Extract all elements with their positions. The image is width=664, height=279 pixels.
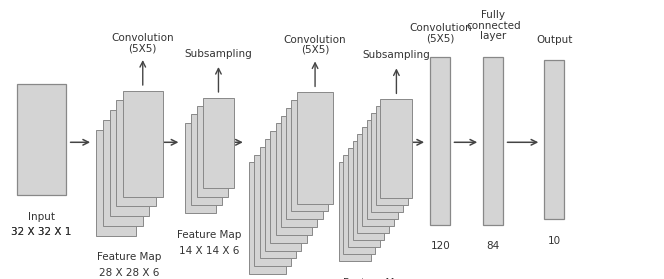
Text: 10: 10 xyxy=(548,236,561,246)
Text: Feature Map: Feature Map xyxy=(98,252,161,263)
Bar xyxy=(380,99,412,198)
Text: 28 X 28 X 6: 28 X 28 X 6 xyxy=(100,268,159,278)
Text: Subsampling: Subsampling xyxy=(185,49,252,59)
Text: Feature Map: Feature Map xyxy=(177,230,242,240)
Text: (5X5): (5X5) xyxy=(301,44,329,54)
Bar xyxy=(260,147,296,258)
Text: 84: 84 xyxy=(487,241,500,251)
Bar xyxy=(191,114,222,205)
Bar xyxy=(357,134,389,233)
Text: 120: 120 xyxy=(430,241,450,251)
Bar xyxy=(265,139,301,251)
Bar xyxy=(185,123,216,213)
Bar xyxy=(96,130,136,236)
Bar xyxy=(17,84,66,195)
Bar xyxy=(103,120,143,226)
Bar xyxy=(348,148,380,247)
Bar xyxy=(110,110,149,216)
Bar xyxy=(376,106,408,205)
Text: Fully: Fully xyxy=(481,9,505,20)
Text: 32 X 32 X 1: 32 X 32 X 1 xyxy=(11,227,72,237)
Bar xyxy=(339,162,371,261)
Bar xyxy=(281,116,317,227)
Bar xyxy=(203,98,234,188)
Bar xyxy=(353,141,384,240)
Text: 32 X 32 X 1: 32 X 32 X 1 xyxy=(11,227,72,237)
Text: connected: connected xyxy=(466,21,521,31)
Bar xyxy=(343,155,375,254)
Bar xyxy=(367,120,398,219)
Bar xyxy=(483,57,503,225)
Text: Output: Output xyxy=(537,35,572,45)
Text: Convolution: Convolution xyxy=(409,23,471,33)
Bar xyxy=(254,155,291,266)
Text: Subsampling: Subsampling xyxy=(363,50,430,60)
Bar xyxy=(286,108,323,219)
Text: Input: Input xyxy=(28,212,55,222)
Bar xyxy=(197,106,228,197)
Bar xyxy=(544,60,564,219)
Bar xyxy=(123,91,163,197)
Bar xyxy=(116,100,156,206)
Bar xyxy=(249,162,286,274)
Bar xyxy=(430,57,450,225)
Text: Feature Map: Feature Map xyxy=(343,278,408,279)
Bar xyxy=(276,123,312,235)
Bar xyxy=(362,127,394,226)
Bar xyxy=(371,113,403,212)
Text: Convolution: Convolution xyxy=(284,35,347,45)
Text: Convolution: Convolution xyxy=(112,33,174,43)
Text: 14 X 14 X 6: 14 X 14 X 6 xyxy=(179,246,240,256)
Text: (5X5): (5X5) xyxy=(129,43,157,53)
Bar xyxy=(270,131,307,243)
Text: (5X5): (5X5) xyxy=(426,33,454,43)
Bar xyxy=(297,92,333,204)
Text: layer: layer xyxy=(480,31,507,41)
Bar xyxy=(291,100,328,211)
